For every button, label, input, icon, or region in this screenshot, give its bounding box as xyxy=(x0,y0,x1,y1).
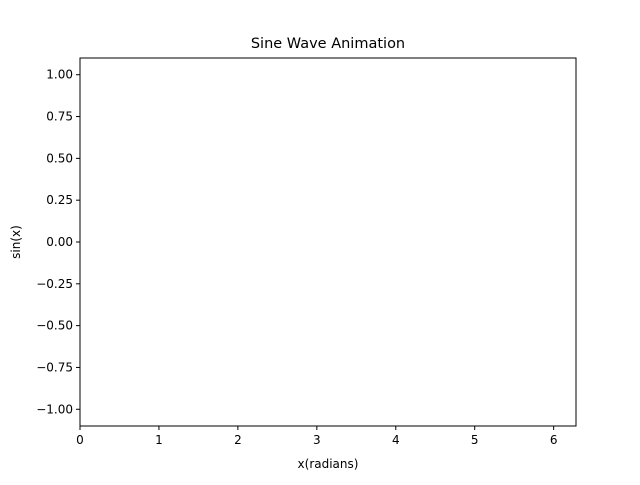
y-axis-label: sin(x) xyxy=(9,225,23,259)
x-tick-label: 5 xyxy=(471,433,479,447)
y-tick-label: 0.25 xyxy=(46,193,73,207)
x-tick-label: 6 xyxy=(550,433,558,447)
y-tick-label: 0.50 xyxy=(46,151,73,165)
y-tick-label: −0.50 xyxy=(36,319,73,333)
y-tick-label: 0.00 xyxy=(46,235,73,249)
x-axis-label: x(radians) xyxy=(298,457,359,471)
y-tick-label: −1.00 xyxy=(36,402,73,416)
y-tick-label: 1.00 xyxy=(46,68,73,82)
chart-title: Sine Wave Animation xyxy=(251,36,405,52)
y-tick-label: −0.75 xyxy=(36,360,73,374)
x-tick-label: 2 xyxy=(234,433,242,447)
x-tick-label: 3 xyxy=(313,433,321,447)
y-tick-label: −0.25 xyxy=(36,277,73,291)
x-tick-label: 1 xyxy=(155,433,163,447)
y-axis-ticks: 1.00 0.75 0.50 0.25 0.00 −0.25 −0.50 −0.75 −1.00 xyxy=(36,68,80,416)
x-tick-label: 4 xyxy=(392,433,400,447)
x-axis-ticks: 0 1 2 3 4 5 6 xyxy=(76,426,557,447)
axes-frame xyxy=(79,57,577,427)
x-tick-label: 0 xyxy=(76,433,84,447)
y-tick-label: 0.75 xyxy=(46,110,73,124)
